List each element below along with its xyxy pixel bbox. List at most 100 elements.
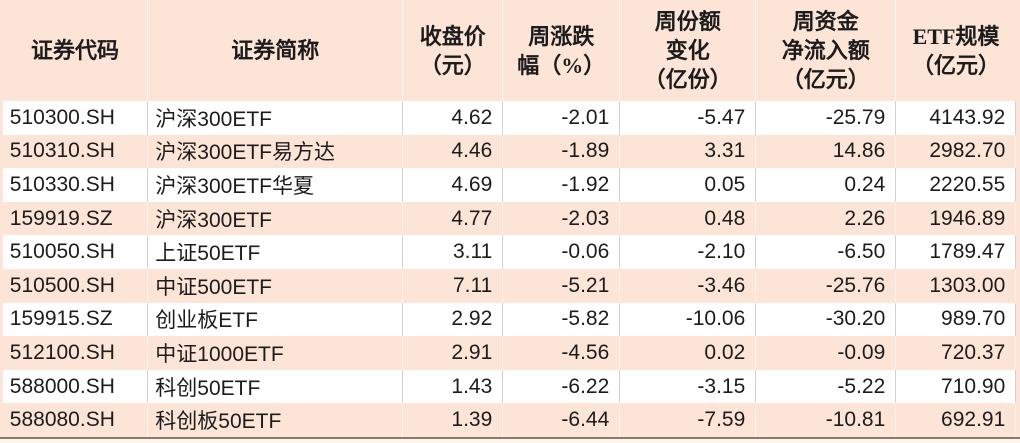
cell-security-name: 沪深300ETF [147, 201, 404, 236]
cell-weekly-share-change: 0.05 [619, 168, 757, 202]
cell-weekly-net-inflow: 14.86 [755, 134, 897, 169]
header-line: 净流入额 [781, 38, 870, 63]
cell-weekly-net-inflow: 2.26 [755, 201, 897, 236]
cell-weekly-change-pct: -5.82 [502, 302, 621, 337]
cell-close-price: 3.11 [402, 235, 504, 269]
cell-security-name: 沪深300ETF华夏 [147, 168, 404, 202]
cell-weekly-net-inflow: 0.24 [755, 168, 897, 202]
col-header-etf-scale: ETF规模 （亿元） [895, 0, 1016, 101]
cell-close-price: 1.39 [402, 403, 504, 437]
cell-etf-scale: 989.70 [895, 302, 1017, 337]
cell-security-code: 588000.SH [2, 369, 149, 404]
cell-weekly-net-inflow: -30.20 [755, 302, 897, 337]
table-row: 512100.SH 中证1000ETF 2.91 -4.56 0.02 -0.0… [2, 336, 1017, 370]
cell-weekly-net-inflow: -5.22 [755, 369, 897, 404]
cell-weekly-share-change: -2.10 [619, 235, 757, 269]
cell-security-code: 510500.SH [2, 268, 149, 303]
table-row: 588000.SH 科创50ETF 1.43 -6.22 -3.15 -5.22… [2, 369, 1017, 404]
cell-weekly-net-inflow: -0.09 [755, 336, 897, 370]
cell-security-name: 科创板50ETF [147, 403, 404, 437]
table-row: 588080.SH 科创板50ETF 1.39 -6.44 -7.59 -10.… [2, 403, 1017, 437]
cell-security-code: 159919.SZ [2, 201, 149, 236]
header-line: ETF规模 [912, 23, 1000, 49]
cell-etf-scale: 720.37 [895, 336, 1017, 370]
cell-security-code: 510300.SH [2, 101, 149, 135]
cell-close-price: 2.91 [402, 336, 504, 370]
header-line: 周资金 [792, 9, 859, 34]
header-line: 证券代码 [31, 38, 120, 63]
cell-security-name: 中证500ETF [147, 268, 404, 303]
right-edge-sliver [1016, 0, 1020, 437]
cell-security-name: 创业板ETF [147, 302, 404, 337]
header-line: 周份额 [654, 9, 721, 34]
cell-close-price: 4.62 [402, 101, 504, 135]
cell-weekly-change-pct: -1.89 [502, 134, 621, 169]
cell-security-name: 沪深300ETF易方达 [147, 134, 404, 169]
cell-weekly-change-pct: -4.56 [502, 336, 621, 370]
cell-weekly-share-change: -5.47 [619, 101, 757, 135]
col-header-close-price: 收盘价 （元） [402, 0, 504, 101]
cell-close-price: 2.92 [402, 302, 504, 337]
cell-etf-scale: 692.91 [895, 403, 1017, 437]
below-table-strip [0, 439, 1020, 443]
cell-weekly-change-pct: -6.22 [502, 369, 621, 404]
cell-weekly-net-inflow: -25.79 [755, 101, 897, 135]
cell-etf-scale: 2982.70 [895, 134, 1017, 169]
col-header-security-name: 证券简称 [147, 0, 404, 101]
cell-security-code: 512100.SH [2, 336, 149, 370]
cell-weekly-change-pct: -6.44 [502, 403, 621, 437]
col-header-weekly-net-inflow: 周资金 净流入额 （亿元） [755, 0, 897, 101]
col-header-weekly-share-change: 周份额 变化 （亿份） [619, 0, 757, 101]
cell-weekly-net-inflow: -25.76 [755, 268, 897, 303]
cell-security-name: 上证50ETF [147, 235, 404, 269]
cell-security-code: 510310.SH [2, 134, 149, 169]
cell-weekly-change-pct: -2.01 [502, 101, 621, 135]
col-header-security-code: 证券代码 [2, 0, 149, 101]
cell-etf-scale: 2220.55 [895, 168, 1017, 202]
cell-close-price: 1.43 [402, 369, 504, 404]
table-row: 510500.SH 中证500ETF 7.11 -5.21 -3.46 -25.… [2, 268, 1017, 303]
cell-close-price: 4.77 [402, 201, 504, 236]
cell-security-name: 沪深300ETF [147, 101, 404, 135]
table-header: 证券代码 证券简称 收盘价 （元） 周涨跌 幅（%） 周份额 [2, 0, 1016, 101]
cell-security-code: 510330.SH [2, 168, 149, 202]
header-row: 证券代码 证券简称 收盘价 （元） 周涨跌 幅（%） 周份额 [2, 0, 1016, 101]
cell-etf-scale: 4143.92 [895, 101, 1017, 135]
header-line: （亿份） [643, 67, 732, 92]
cell-weekly-net-inflow: -6.50 [755, 235, 897, 269]
cell-weekly-change-pct: -0.06 [502, 235, 621, 269]
header-line: 周涨跌 [528, 23, 595, 49]
left-edge-sliver [0, 0, 3, 437]
table-row: 159919.SZ 沪深300ETF 4.77 -2.03 0.48 2.26 … [2, 201, 1017, 236]
cell-etf-scale: 1303.00 [895, 268, 1017, 303]
header-line: 幅（%） [517, 52, 606, 78]
header-line: 证券简称 [231, 38, 320, 63]
cell-weekly-change-pct: -5.21 [502, 268, 621, 303]
cell-security-code: 159915.SZ [2, 302, 149, 337]
cell-weekly-share-change: -3.15 [619, 369, 757, 404]
col-header-weekly-change-pct: 周涨跌 幅（%） [502, 0, 621, 101]
cell-etf-scale: 710.90 [895, 369, 1017, 404]
cell-weekly-change-pct: -1.92 [502, 168, 621, 202]
table-row: 510310.SH 沪深300ETF易方达 4.46 -1.89 3.31 14… [2, 134, 1017, 169]
cell-security-code: 588080.SH [2, 403, 149, 437]
table-body: 510300.SH 沪深300ETF 4.62 -2.01 -5.47 -25.… [2, 101, 1017, 437]
table-row: 510050.SH 上证50ETF 3.11 -0.06 -2.10 -6.50… [2, 235, 1017, 269]
cell-close-price: 4.69 [402, 168, 504, 202]
cell-security-code: 510050.SH [2, 235, 149, 269]
header-line: （亿元） [912, 52, 1001, 78]
cell-etf-scale: 1789.47 [895, 235, 1017, 269]
cell-close-price: 7.11 [402, 268, 504, 303]
table-row: 510330.SH 沪深300ETF华夏 4.69 -1.92 0.05 0.2… [2, 168, 1017, 202]
cell-weekly-share-change: 0.02 [619, 336, 757, 370]
cell-security-name: 中证1000ETF [147, 336, 404, 370]
table-row: 159915.SZ 创业板ETF 2.92 -5.82 -10.06 -30.2… [2, 302, 1017, 337]
cell-weekly-share-change: 3.31 [619, 134, 757, 169]
cell-weekly-net-inflow: -10.81 [755, 403, 897, 437]
header-line: （元） [419, 52, 486, 78]
cell-close-price: 4.46 [402, 134, 504, 169]
cell-weekly-share-change: -10.06 [619, 302, 757, 337]
